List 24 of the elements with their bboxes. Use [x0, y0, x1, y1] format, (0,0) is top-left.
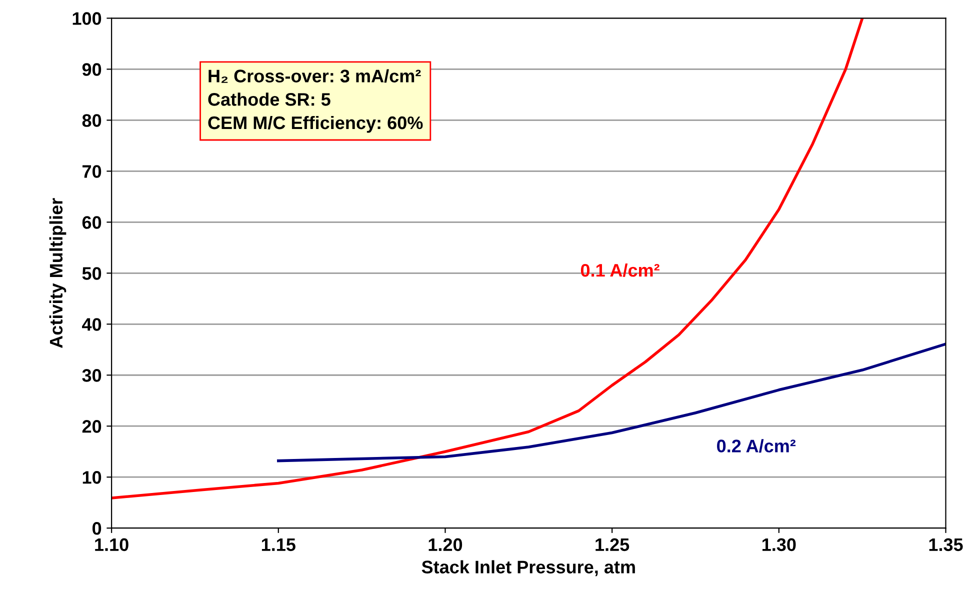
x-axis-title: Stack Inlet Pressure, atm	[422, 560, 635, 576]
x-tick-label: 1.10	[95, 538, 128, 552]
annotation: H₂ Cross-over: 3 mA/cm² Cathode SR: 5 CEM M/C Efficiency: 60%	[208, 69, 423, 133]
y-tick-label: 100	[72, 12, 102, 25]
x-tick-label: 1.30	[762, 538, 796, 552]
y-tick-label: 10	[82, 471, 102, 484]
y-tick-label: 80	[82, 114, 102, 127]
y-tick-label: 30	[82, 369, 102, 382]
x-tick-label: 1.20	[428, 538, 462, 552]
series-label: 0.2 A/cm²	[717, 439, 796, 453]
y-tick-label: 90	[82, 63, 102, 76]
line-series	[112, 18, 864, 500]
line-series	[277, 342, 946, 462]
y-tick-label: 0	[92, 522, 102, 535]
x-tick-label: 1.25	[596, 538, 630, 552]
y-tick-label: 60	[82, 216, 102, 229]
x-tick-label: 1.35	[929, 538, 963, 552]
x-tick-label: 1.15	[262, 538, 296, 552]
y-tick-label: 40	[82, 318, 102, 331]
y-tick-label: 50	[82, 267, 102, 280]
y-axis-title: Activity Multiplier	[49, 198, 66, 348]
y-tick-label: 20	[82, 420, 102, 433]
text: 0.1 A/cm²	[580, 263, 660, 277]
y-tick-label: 70	[82, 165, 102, 178]
